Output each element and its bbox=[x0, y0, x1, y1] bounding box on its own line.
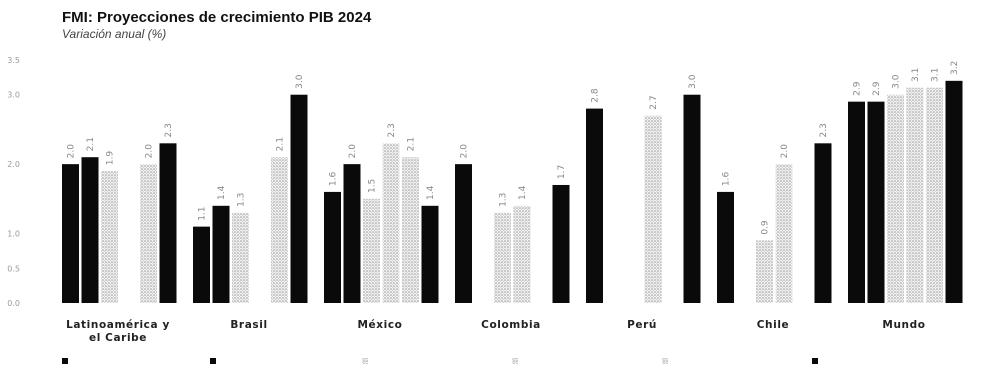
bar bbox=[212, 205, 230, 303]
y-tick-label: 0.5 bbox=[7, 264, 20, 273]
bar bbox=[421, 205, 439, 303]
chart-subtitle: Variación anual (%) bbox=[62, 27, 166, 41]
data-label: 0.9 bbox=[761, 220, 771, 235]
data-label: 2.9 bbox=[872, 81, 882, 96]
data-label: 2.3 bbox=[819, 123, 829, 137]
bar bbox=[382, 143, 400, 303]
bar bbox=[586, 108, 603, 303]
data-label: 1.9 bbox=[106, 151, 116, 166]
data-label: 2.1 bbox=[407, 137, 417, 151]
data-label: 1.3 bbox=[499, 193, 509, 207]
bar bbox=[140, 164, 157, 303]
data-label: 3.2 bbox=[950, 61, 960, 75]
data-label: 2.9 bbox=[853, 81, 863, 96]
legend-swatch bbox=[62, 358, 68, 364]
bar bbox=[363, 198, 380, 303]
data-label: 1.3 bbox=[237, 193, 247, 207]
category-label: Latinoamérica y el Caribe bbox=[66, 319, 170, 344]
data-label: 2.0 bbox=[460, 144, 470, 159]
bar bbox=[756, 240, 773, 303]
data-label: 3.0 bbox=[688, 74, 698, 89]
bar bbox=[343, 164, 361, 303]
bars bbox=[62, 80, 963, 304]
bar bbox=[848, 101, 865, 304]
data-label: 1.4 bbox=[217, 185, 227, 200]
bar bbox=[494, 212, 511, 303]
bar bbox=[717, 191, 734, 303]
bar bbox=[683, 94, 701, 303]
chart-title: FMI: Proyecciones de crecimiento PIB 202… bbox=[62, 9, 372, 26]
legend-swatch bbox=[362, 358, 368, 364]
data-label: 2.0 bbox=[780, 144, 790, 159]
legend-swatch bbox=[812, 358, 818, 364]
legend-swatch bbox=[512, 358, 518, 364]
y-tick-label: 2.0 bbox=[7, 160, 20, 169]
legend bbox=[62, 358, 818, 364]
bar bbox=[232, 212, 249, 303]
data-label: 2.1 bbox=[276, 137, 286, 151]
data-label: 2.0 bbox=[67, 144, 77, 159]
data-label: 3.1 bbox=[931, 68, 941, 82]
category-label: Brasil bbox=[230, 319, 267, 331]
bar bbox=[552, 184, 570, 303]
data-label: 3.0 bbox=[295, 74, 305, 89]
bar bbox=[62, 164, 79, 303]
data-label: 2.3 bbox=[164, 123, 174, 137]
bar bbox=[906, 87, 924, 304]
data-label: 2.8 bbox=[591, 88, 601, 103]
bar bbox=[81, 157, 99, 303]
legend-swatch bbox=[662, 358, 668, 364]
data-label: 1.6 bbox=[722, 171, 732, 186]
bar bbox=[101, 171, 118, 303]
data-label: 2.3 bbox=[387, 123, 397, 137]
bar bbox=[926, 87, 943, 304]
data-label: 1.5 bbox=[368, 179, 378, 193]
data-label: 1.7 bbox=[557, 165, 567, 179]
data-label: 1.4 bbox=[518, 185, 528, 200]
x-axis: Latinoamérica y el Caribe Brasil México Colo… bbox=[66, 319, 925, 344]
y-axis: 0.0 0.5 1.0 2.0 3.0 3.5 bbox=[7, 56, 20, 308]
data-label: 2.1 bbox=[86, 137, 96, 151]
bar bbox=[945, 80, 963, 303]
data-label: 1.4 bbox=[426, 185, 436, 200]
bar bbox=[814, 143, 832, 303]
bar bbox=[455, 164, 472, 303]
bar bbox=[513, 205, 531, 303]
data-label: 2.0 bbox=[348, 144, 358, 159]
category-label: Mundo bbox=[882, 319, 925, 331]
category-label: Chile bbox=[757, 319, 790, 331]
data-labels: 2.0 2.1 1.9 2.0 2.3 1.1 1.4 1.3 2.1 3.0 1.6 2.0 1.5 2… bbox=[67, 61, 961, 235]
bar bbox=[324, 191, 341, 303]
category-label: Perú bbox=[627, 319, 657, 331]
category-label: México bbox=[358, 319, 403, 331]
data-label: 3.0 bbox=[892, 74, 902, 89]
bar bbox=[867, 101, 885, 304]
bar bbox=[402, 157, 419, 303]
data-label: 1.6 bbox=[329, 171, 339, 186]
data-label: 1.1 bbox=[198, 206, 208, 220]
bar bbox=[193, 226, 210, 303]
bar bbox=[271, 157, 288, 303]
bar bbox=[887, 94, 904, 303]
y-tick-label: 1.0 bbox=[7, 230, 20, 239]
bar bbox=[644, 115, 662, 304]
y-tick-label: 3.5 bbox=[7, 56, 20, 65]
y-tick-label: 0.0 bbox=[7, 299, 20, 308]
bar bbox=[290, 94, 308, 303]
y-tick-label: 3.0 bbox=[7, 91, 20, 100]
bar bbox=[159, 143, 177, 303]
legend-swatch bbox=[210, 358, 216, 364]
data-label: 2.0 bbox=[145, 144, 155, 159]
data-label: 3.1 bbox=[911, 68, 921, 82]
bar bbox=[775, 164, 793, 303]
category-label: Colombia bbox=[481, 319, 541, 331]
data-label: 2.7 bbox=[649, 95, 659, 109]
